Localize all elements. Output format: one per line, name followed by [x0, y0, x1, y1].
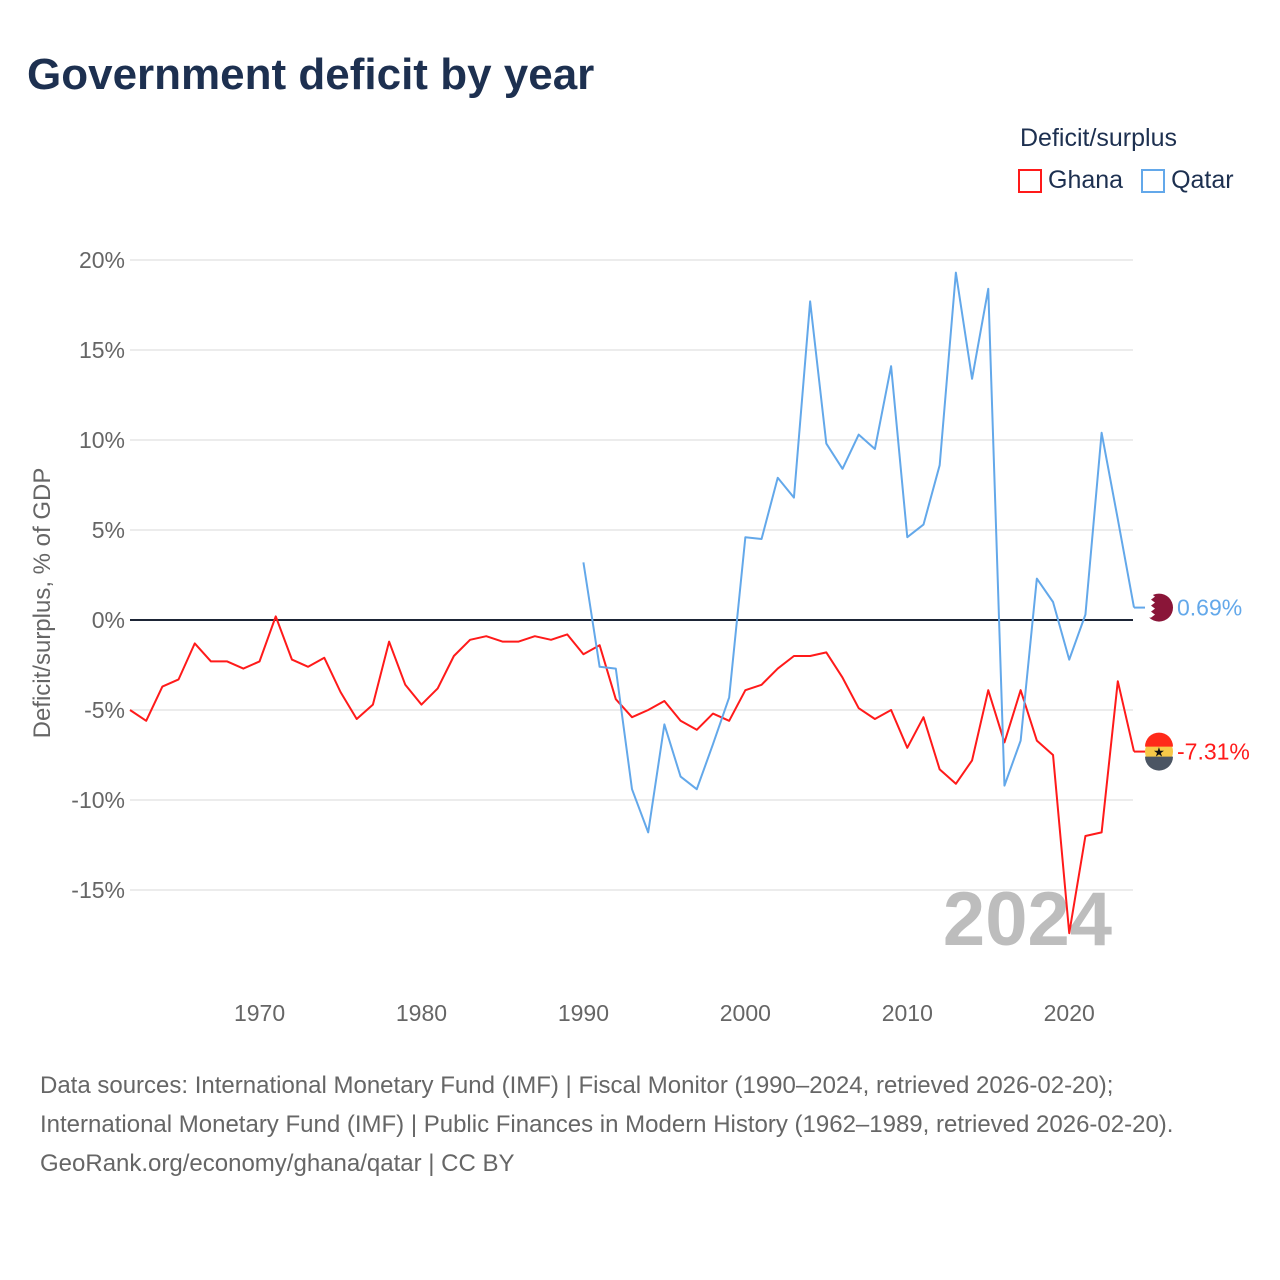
- x-tick-label: 1990: [558, 1000, 609, 1026]
- chart-title: Government deficit by year: [27, 50, 595, 99]
- ghana-flag-star: ★: [1153, 745, 1165, 760]
- year-watermark: 2024: [943, 877, 1112, 962]
- y-tick-label: 15%: [79, 337, 125, 363]
- ghana-flag-red: [1145, 732, 1174, 747]
- y-axis-label: Deficit/surplus, % of GDP: [29, 468, 56, 739]
- x-tick-label: 1980: [396, 1000, 447, 1026]
- series-line-qatar: [582, 271, 1135, 834]
- series-line-ghana: [129, 615, 1135, 935]
- footer: Data sources: International Monetary Fun…: [40, 1066, 1240, 1183]
- y-tick-label: 5%: [92, 517, 125, 543]
- legend-item-ghana[interactable]: Ghana: [1018, 166, 1123, 195]
- y-tick-label: 0%: [92, 607, 125, 633]
- x-tick-label: 2000: [720, 1000, 771, 1026]
- line-chart: 20% 15% 10% 5% 0% -5% -10% -15% 1970 1980 1990 2000…: [29, 247, 1250, 1026]
- y-tick-label: -15%: [71, 877, 125, 903]
- ghana-flag-green: [1145, 756, 1174, 771]
- legend-swatch-qatar: [1141, 168, 1166, 193]
- y-tick-label: -5%: [84, 697, 125, 723]
- data-sources: Data sources: International Monetary Fun…: [40, 1072, 1174, 1138]
- x-tick-label: 1970: [234, 1000, 285, 1026]
- legend-label-qatar: Qatar: [1171, 166, 1234, 194]
- legend-swatch-ghana: [1018, 168, 1042, 193]
- y-tick-label: 10%: [79, 427, 125, 453]
- legend: Ghana Qatar: [1018, 166, 1234, 195]
- qatar-flag-stripe: [1145, 593, 1155, 618]
- y-tick-label: 20%: [79, 247, 125, 273]
- end-label-qatar: 0.69%: [1177, 595, 1242, 621]
- legend-item-qatar[interactable]: Qatar: [1141, 166, 1234, 195]
- legend-label-ghana: Ghana: [1048, 166, 1124, 194]
- legend-title: Deficit/surplus: [1020, 124, 1177, 152]
- x-tick-label: 2020: [1044, 1000, 1095, 1026]
- x-tick-label: 2010: [882, 1000, 933, 1026]
- end-label-ghana: -7.31%: [1177, 739, 1250, 765]
- y-tick-label: -10%: [71, 787, 125, 813]
- credit-link[interactable]: GeoRank.org/economy/ghana/qatar | CC BY: [40, 1150, 515, 1177]
